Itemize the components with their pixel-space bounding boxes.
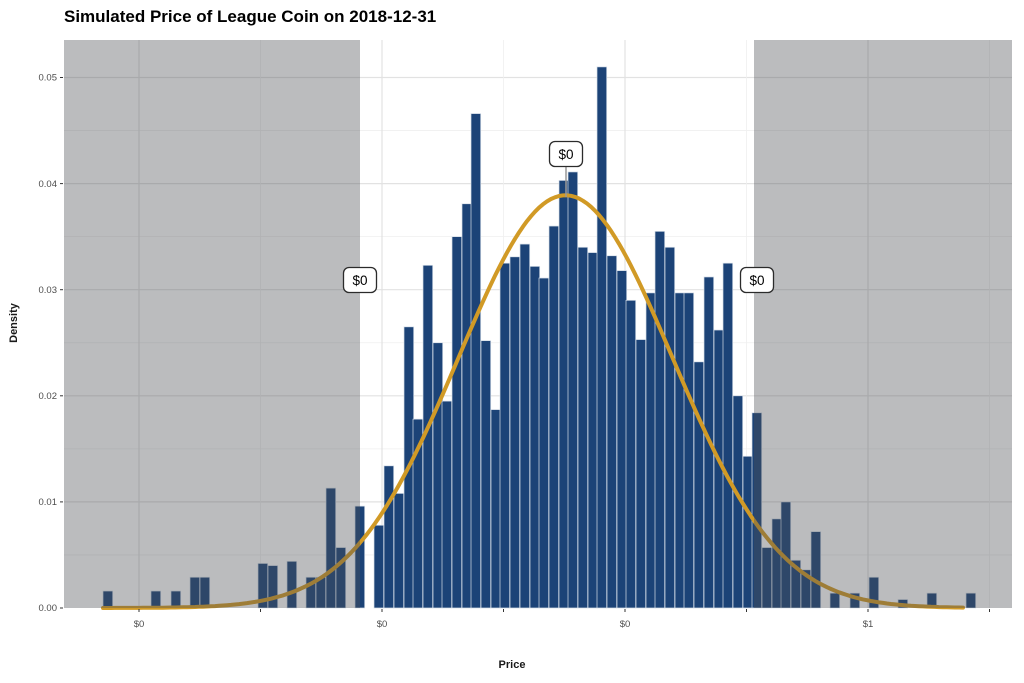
x-tick-label: $0 xyxy=(377,619,388,630)
histogram-bar xyxy=(441,400,453,609)
y-tick-label: 0.04 xyxy=(39,179,58,190)
histogram-bar xyxy=(810,531,822,609)
histogram-bar xyxy=(616,270,628,609)
histogram-bar xyxy=(519,243,531,609)
histogram-bar xyxy=(538,277,550,609)
histogram-bar xyxy=(722,262,734,609)
y-tick-label: 0.00 xyxy=(39,603,58,614)
confidence-band xyxy=(754,40,1012,608)
price-annotation-box xyxy=(548,140,584,168)
histogram-bar xyxy=(335,547,347,609)
histogram-bar xyxy=(965,592,977,609)
histogram-bar xyxy=(567,171,579,609)
histogram-bar xyxy=(393,493,405,609)
histogram-bar xyxy=(683,292,695,609)
histogram-bar xyxy=(548,225,560,609)
histogram-bar xyxy=(606,255,618,609)
histogram-bar xyxy=(509,256,521,609)
price-annotation-box xyxy=(739,266,775,294)
histogram-bar xyxy=(596,66,608,609)
chart-title: Simulated Price of League Coin on 2018-1… xyxy=(64,7,437,26)
histogram-bar xyxy=(490,409,502,609)
histogram-bar xyxy=(529,266,541,609)
x-tick-label: $1 xyxy=(863,619,874,630)
histogram-bar xyxy=(635,339,647,609)
histogram-bar xyxy=(742,455,754,609)
price-annotation-label: $0 xyxy=(558,147,573,162)
histogram-bar xyxy=(693,361,705,609)
y-tick-label: 0.02 xyxy=(39,391,58,402)
confidence-band xyxy=(64,40,360,608)
price-annotation-label: $0 xyxy=(352,273,367,288)
histogram-bar xyxy=(674,292,686,609)
y-tick-label: 0.05 xyxy=(39,73,58,84)
histogram-bar xyxy=(829,592,841,609)
histogram-bar xyxy=(751,412,763,609)
x-tick-label: $0 xyxy=(620,619,631,630)
histogram-bar xyxy=(664,246,676,609)
histogram-bar xyxy=(645,292,657,609)
histogram-bar xyxy=(461,203,473,609)
histogram-bar xyxy=(499,262,511,609)
y-tick-label: 0.01 xyxy=(39,497,58,508)
histogram-bar xyxy=(480,340,492,609)
histogram-bar xyxy=(868,576,880,609)
x-tick-label: $0 xyxy=(134,619,145,630)
histogram-bar xyxy=(286,560,298,609)
histogram-bar xyxy=(383,465,395,609)
x-axis-title: Price xyxy=(498,659,526,671)
histogram-bar xyxy=(625,299,637,609)
price-annotation-label: $0 xyxy=(749,273,764,288)
histogram-bar xyxy=(432,342,444,609)
histogram-bar xyxy=(577,246,589,609)
density-curve xyxy=(101,193,965,610)
histogram-bar xyxy=(654,230,666,609)
histogram-bar xyxy=(451,236,463,609)
histogram-bar xyxy=(267,565,279,609)
histogram-bar xyxy=(587,252,599,609)
y-tick-label: 0.03 xyxy=(39,285,58,296)
histogram-bar xyxy=(373,524,385,609)
histogram-bar xyxy=(470,113,482,609)
histogram-bar xyxy=(354,505,366,609)
histogram-bar xyxy=(558,180,570,609)
price-annotation-box xyxy=(342,266,378,294)
